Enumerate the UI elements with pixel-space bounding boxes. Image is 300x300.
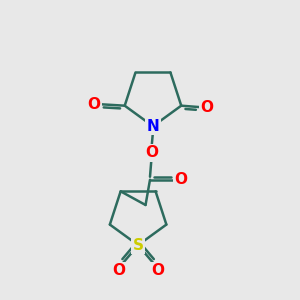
Text: O: O	[175, 172, 188, 187]
Text: O: O	[88, 97, 100, 112]
Text: O: O	[200, 100, 213, 115]
Text: S: S	[133, 238, 144, 253]
Text: N: N	[147, 119, 159, 134]
Text: O: O	[145, 146, 158, 160]
Text: O: O	[112, 263, 125, 278]
Text: O: O	[151, 263, 164, 278]
